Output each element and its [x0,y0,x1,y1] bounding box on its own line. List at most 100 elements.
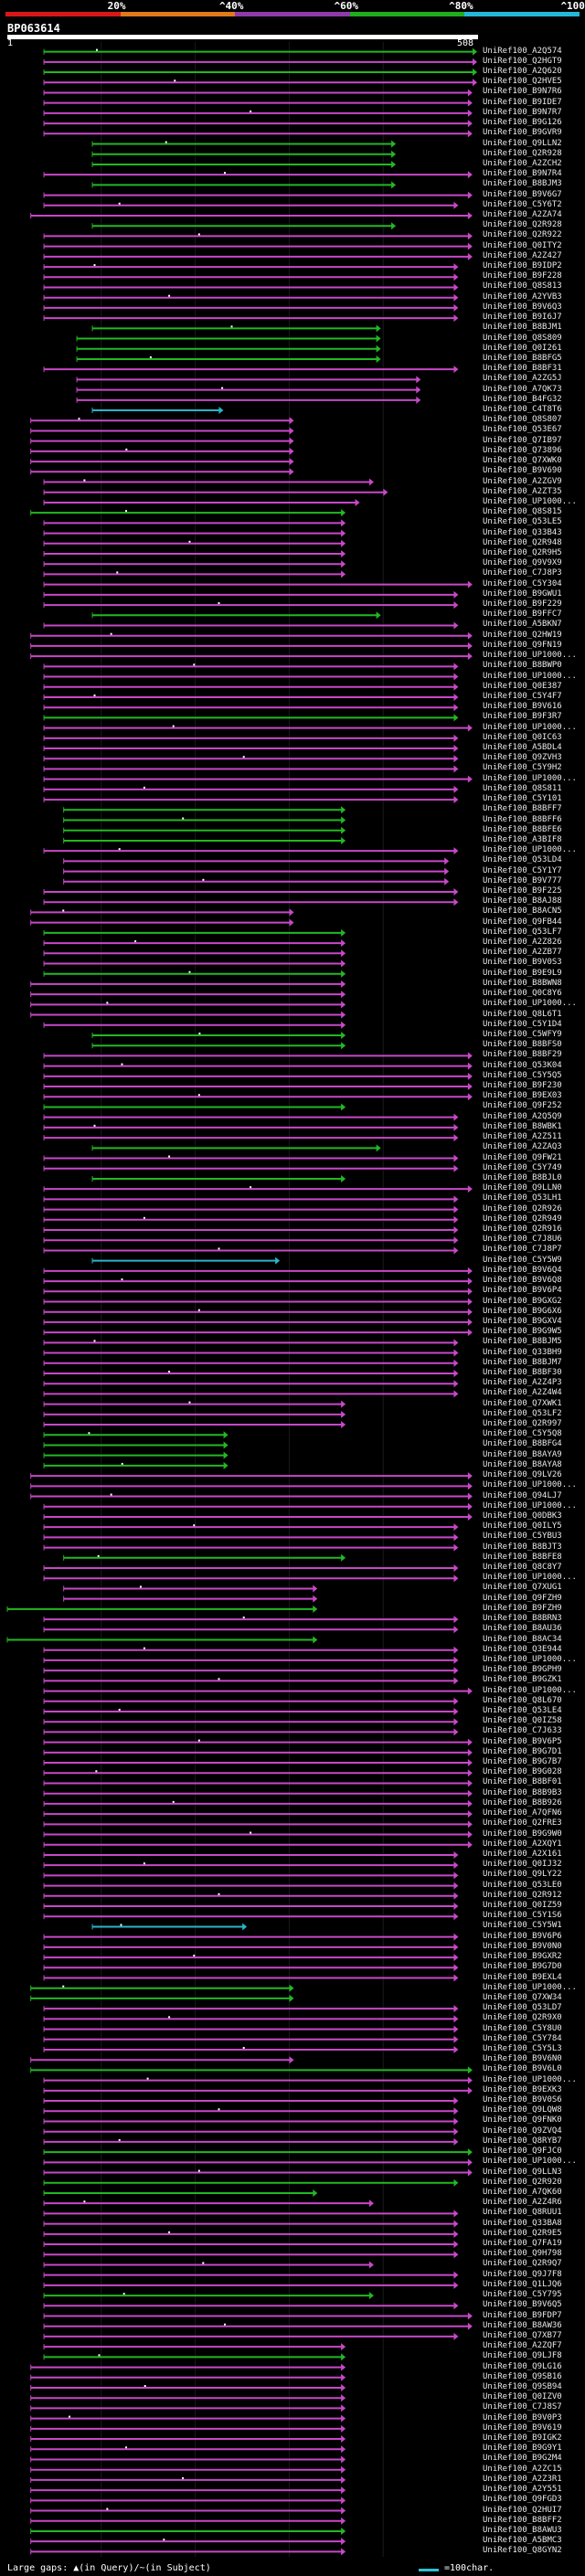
hit-link[interactable]: UniRef100_Q53LF7 [483,927,562,937]
alignment-hit[interactable] [43,1892,459,1900]
alignment-hit[interactable] [43,1441,229,1449]
alignment-hit[interactable] [43,478,374,486]
hit-link[interactable]: UniRef100_C7J8P7 [483,1245,562,1255]
alignment-hit[interactable] [43,539,346,547]
hit-link[interactable]: UniRef100_Q9LLN0 [483,1183,562,1193]
alignment-hit[interactable] [43,1267,473,1275]
hit-link[interactable]: UniRef100_Q7XW34 [483,1992,562,2002]
alignment-hit[interactable] [43,252,473,260]
alignment-hit[interactable] [43,498,360,506]
alignment-hit[interactable] [43,1738,473,1746]
hit-link[interactable]: UniRef100_UP1000... [483,1573,577,1583]
alignment-hit[interactable] [43,1656,459,1664]
alignment-hit[interactable] [43,2312,473,2320]
hit-link[interactable]: UniRef100_B9V690 [483,466,562,476]
alignment-hit[interactable] [43,1195,459,1203]
hit-link[interactable]: UniRef100_C5Y9H2 [483,763,562,773]
hit-link[interactable]: UniRef100_Q53LD4 [483,855,562,865]
alignment-hit[interactable] [30,1472,473,1480]
hit-link[interactable]: UniRef100_A5BDL4 [483,743,562,753]
alignment-hit[interactable] [43,2107,459,2115]
hit-link[interactable]: UniRef100_C5Y795 [483,2290,562,2300]
alignment-hit[interactable] [43,1113,459,1121]
hit-link[interactable]: UniRef100_A2ZGV9 [483,476,562,486]
hit-link[interactable]: UniRef100_B9G9Y1 [483,2443,562,2454]
hit-link[interactable]: UniRef100_C5Y8U0 [483,2023,562,2033]
alignment-hit[interactable] [43,1380,459,1388]
hit-link[interactable]: UniRef100_C4T8T6 [483,405,562,415]
hit-link[interactable]: UniRef100_Q53LD7 [483,2003,562,2013]
hit-link[interactable]: UniRef100_B8BJL0 [483,1172,562,1182]
alignment-hit[interactable] [43,1349,459,1357]
hit-link[interactable]: UniRef100_B9GWU1 [483,588,562,599]
alignment-hit[interactable] [43,366,459,374]
hit-link[interactable]: UniRef100_B9G9W0 [483,1829,562,1839]
alignment-hit[interactable] [43,714,459,722]
alignment-hit[interactable] [43,898,459,906]
alignment-hit[interactable] [43,590,459,599]
alignment-hit[interactable] [43,2292,374,2300]
alignment-hit[interactable] [43,171,473,179]
alignment-hit[interactable] [43,1543,459,1552]
hit-link[interactable]: UniRef100_Q0DBK3 [483,1511,562,1521]
alignment-hit[interactable] [30,908,294,917]
alignment-hit[interactable] [43,1123,459,1131]
alignment-hit[interactable] [43,303,459,312]
alignment-hit[interactable] [43,2178,459,2187]
hit-link[interactable]: UniRef100_Q9LJF8 [483,2351,562,2361]
alignment-hit[interactable] [43,1072,473,1080]
hit-link[interactable]: UniRef100_Q9LQW8 [483,2105,562,2115]
hit-link[interactable]: UniRef100_Q2R948 [483,537,562,547]
hit-link[interactable]: UniRef100_Q94LJ7 [483,1490,562,1500]
hit-link[interactable]: UniRef100_B9FFC7 [483,610,562,620]
hit-link[interactable]: UniRef100_B9IGK2 [483,2433,562,2443]
alignment-hit[interactable] [43,2045,459,2053]
alignment-hit[interactable] [43,704,459,712]
hit-link[interactable]: UniRef100_B9F225 [483,886,562,896]
alignment-hit[interactable] [30,641,473,650]
alignment-hit[interactable] [43,1954,459,1962]
hit-link[interactable]: UniRef100_B8BFG5 [483,353,562,363]
alignment-hit[interactable] [43,2076,473,2084]
alignment-hit[interactable] [43,1421,346,1429]
alignment-hit[interactable] [43,2127,459,2136]
hit-link[interactable]: UniRef100_B9E9L9 [483,968,562,978]
alignment-hit[interactable] [43,663,459,671]
alignment-hit[interactable] [30,1994,294,2002]
alignment-hit[interactable] [43,1215,459,1224]
hit-link[interactable]: UniRef100_B9V6P5 [483,1736,562,1746]
hit-link[interactable]: UniRef100_C5WFY9 [483,1029,562,1039]
alignment-hit[interactable] [76,345,381,353]
hit-link[interactable]: UniRef100_A2Z4W4 [483,1388,562,1398]
hit-link[interactable]: UniRef100_Q9FB44 [483,917,562,927]
hit-link[interactable]: UniRef100_C5Y5Q8 [483,1429,562,1439]
hit-link[interactable]: UniRef100_B9N7R4 [483,169,562,179]
hit-link[interactable]: UniRef100_UP1000... [483,722,577,732]
alignment-hit[interactable] [43,1164,459,1172]
alignment-hit[interactable] [43,2241,459,2249]
alignment-hit[interactable] [43,201,459,209]
alignment-hit[interactable] [63,806,346,814]
alignment-hit[interactable] [91,1256,281,1265]
hit-link[interactable]: UniRef100_B9GXV4 [483,1316,562,1326]
alignment-hit[interactable] [76,396,421,404]
hit-link[interactable]: UniRef100_UP1000... [483,651,577,661]
alignment-hit[interactable] [43,1964,459,1972]
hit-link[interactable]: UniRef100_A7QK60 [483,2187,562,2197]
hit-link[interactable]: UniRef100_UP1000... [483,496,577,506]
hit-link[interactable]: UniRef100_Q2R9X0 [483,2013,562,2023]
hit-link[interactable]: UniRef100_Q8RYB7 [483,2136,562,2146]
alignment-hit[interactable] [63,1585,318,1593]
alignment-hit[interactable] [43,2005,459,2013]
hit-link[interactable]: UniRef100_B8BWP0 [483,661,562,671]
hit-link[interactable]: UniRef100_C5Y6T2 [483,199,562,209]
hit-link[interactable]: UniRef100_Q9SB94 [483,2381,562,2391]
alignment-hit[interactable] [43,1205,459,1214]
alignment-hit[interactable] [43,1533,459,1542]
hit-link[interactable]: UniRef100_A2Z511 [483,1132,562,1142]
hit-link[interactable]: UniRef100_B8BJM1 [483,323,562,333]
hit-link[interactable]: UniRef100_B9GPH9 [483,1665,562,1675]
alignment-hit[interactable] [43,1308,473,1316]
hit-link[interactable]: UniRef100_B9GZK1 [483,1675,562,1685]
hit-link[interactable]: UniRef100_B9G7D1 [483,1746,562,1756]
